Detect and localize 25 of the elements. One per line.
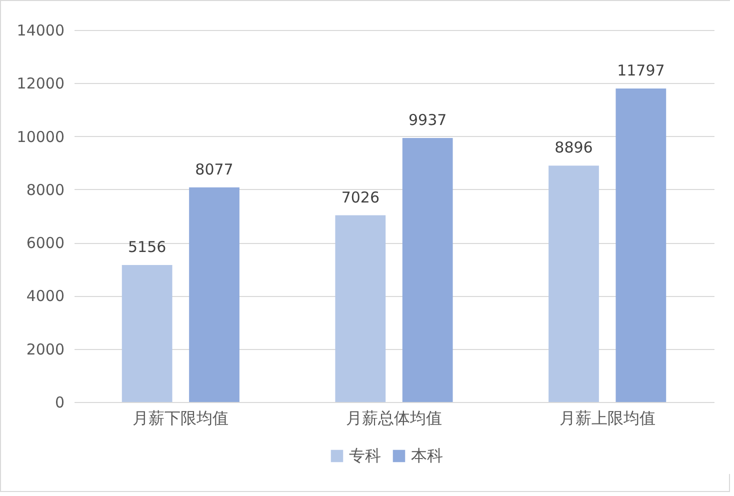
- y-tick-label: 10000: [16, 128, 64, 146]
- x-tick-label: 月薪下限均值: [132, 408, 229, 428]
- data-label: 7026: [341, 188, 380, 206]
- data-label: 5156: [128, 238, 166, 256]
- y-tick-label: 0: [54, 394, 64, 412]
- bar: [616, 88, 666, 402]
- bar: [335, 215, 386, 402]
- y-tick-label: 4000: [26, 287, 64, 306]
- y-tick-label: 6000: [26, 234, 64, 252]
- y-tick-label: 2000: [26, 340, 64, 358]
- bar: [402, 138, 453, 402]
- bar: [548, 166, 599, 402]
- legend-label: 专科: [349, 446, 381, 465]
- legend-label: 本科: [411, 446, 443, 465]
- bar: [189, 187, 240, 402]
- bar: [122, 265, 172, 402]
- data-label: 11797: [617, 62, 665, 80]
- data-label: 8896: [554, 138, 593, 157]
- x-tick-label: 月薪上限均值: [559, 408, 656, 428]
- x-tick-label: 月薪总体均值: [346, 408, 442, 428]
- y-tick-label: 14000: [16, 22, 64, 40]
- data-label: 9937: [408, 110, 447, 129]
- y-tick-label: 12000: [16, 74, 64, 93]
- y-tick-label: 8000: [26, 180, 64, 199]
- data-label: 8077: [195, 160, 234, 178]
